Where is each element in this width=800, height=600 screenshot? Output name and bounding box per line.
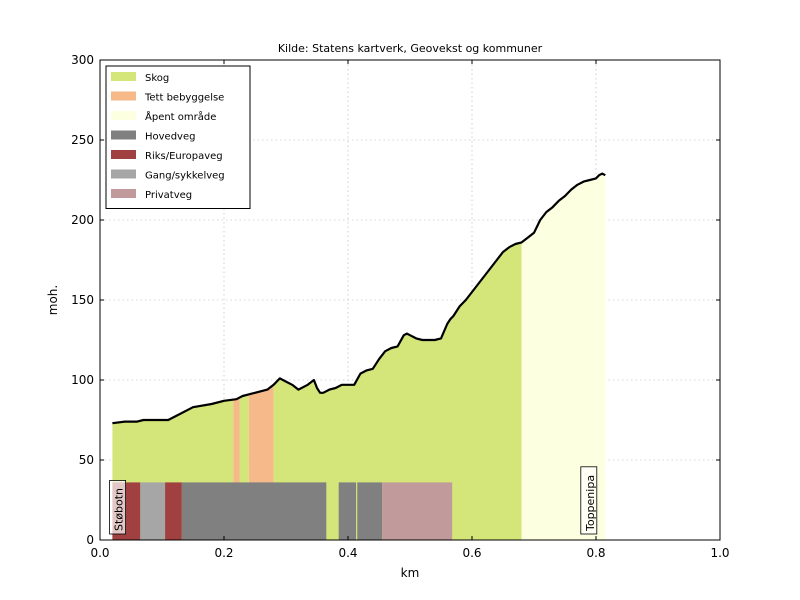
elevation-line-group [112,172,606,425]
legend-label: Gang/sykkelveg [145,171,225,182]
legend-item-privatveg: Privatveg [111,189,192,201]
land-cover-a-pent-omra-de [521,173,606,540]
legend-item-tett-bebyggelse: Tett bebyggelse [111,91,224,104]
legend-item-gang-sykkelveg: Gang/sykkelveg [111,169,225,182]
legend-label: Åpent område [145,110,216,123]
road-hovedveg [181,482,327,540]
y-axis-label: moh. [46,285,60,315]
legend-item-hovedveg: Hovedveg [111,130,195,143]
road-riks-europaveg [165,482,182,540]
annotations: Støbotn Toppenipa [109,466,598,535]
y-tick-label: 0 [86,533,94,547]
legend-item-riks-europaveg: Riks/Europaveg [111,150,223,162]
legend-label: Tett bebyggelse [144,93,224,104]
y-tick-label: 250 [71,133,94,147]
legend-swatch [111,150,136,159]
legend-label: Skog [145,73,169,84]
legend-label: Riks/Europaveg [145,151,223,162]
road-hovedveg [357,482,383,540]
annotation-box [580,466,598,535]
x-tick-label: 0.4 [338,546,357,560]
y-tick-label: 200 [71,213,94,227]
annotation-label: Toppenipa [584,475,597,532]
legend-swatch [111,91,136,101]
legend: Skog Tett bebyggelse Åpent område Hovedveg R… [105,65,251,209]
road-gang-sykkelveg [140,482,166,540]
annotation-label: Støbotn [113,488,126,531]
x-tick-label: 0.6 [462,546,481,560]
y-tick-label: 100 [71,373,94,387]
y-tick-label: 300 [71,53,94,67]
annotation-toppenipa: Toppenipa [580,466,598,535]
legend-swatch [111,72,136,81]
x-tick-label: 0.8 [586,546,605,560]
legend-label: Hovedveg [145,132,195,143]
legend-swatch [111,111,136,120]
y-tick-label: 50 [79,453,94,467]
land-cover-skog [273,242,522,540]
x-tick-label: 0.0 [90,546,109,560]
legend-swatch [111,130,136,140]
road-hovedveg [338,482,357,540]
axis-ticks: 0.0 0.2 0.4 0.6 0.8 1.0 0 50 100 150 200 250 300 [71,53,729,560]
annotation-st-botn: Støbotn [109,479,126,535]
x-tick-label: 1.0 [710,546,729,560]
legend-item-skog: Skog [111,72,169,84]
legend-item-a-pent-omra-de: Åpent område [111,110,216,123]
legend-swatch [111,169,136,179]
legend-label: Privatveg [145,190,192,201]
legend-swatch [111,189,136,198]
y-tick-label: 150 [71,293,94,307]
chart-title: Kilde: Statens kartverk, Geovekst og kom… [278,42,543,55]
elevation-line [112,172,606,425]
x-axis-label: km [401,566,420,580]
road-segments [112,482,453,540]
annotation-box [109,479,126,535]
x-tick-label: 0.2 [214,546,233,560]
road-privatveg [382,482,453,540]
